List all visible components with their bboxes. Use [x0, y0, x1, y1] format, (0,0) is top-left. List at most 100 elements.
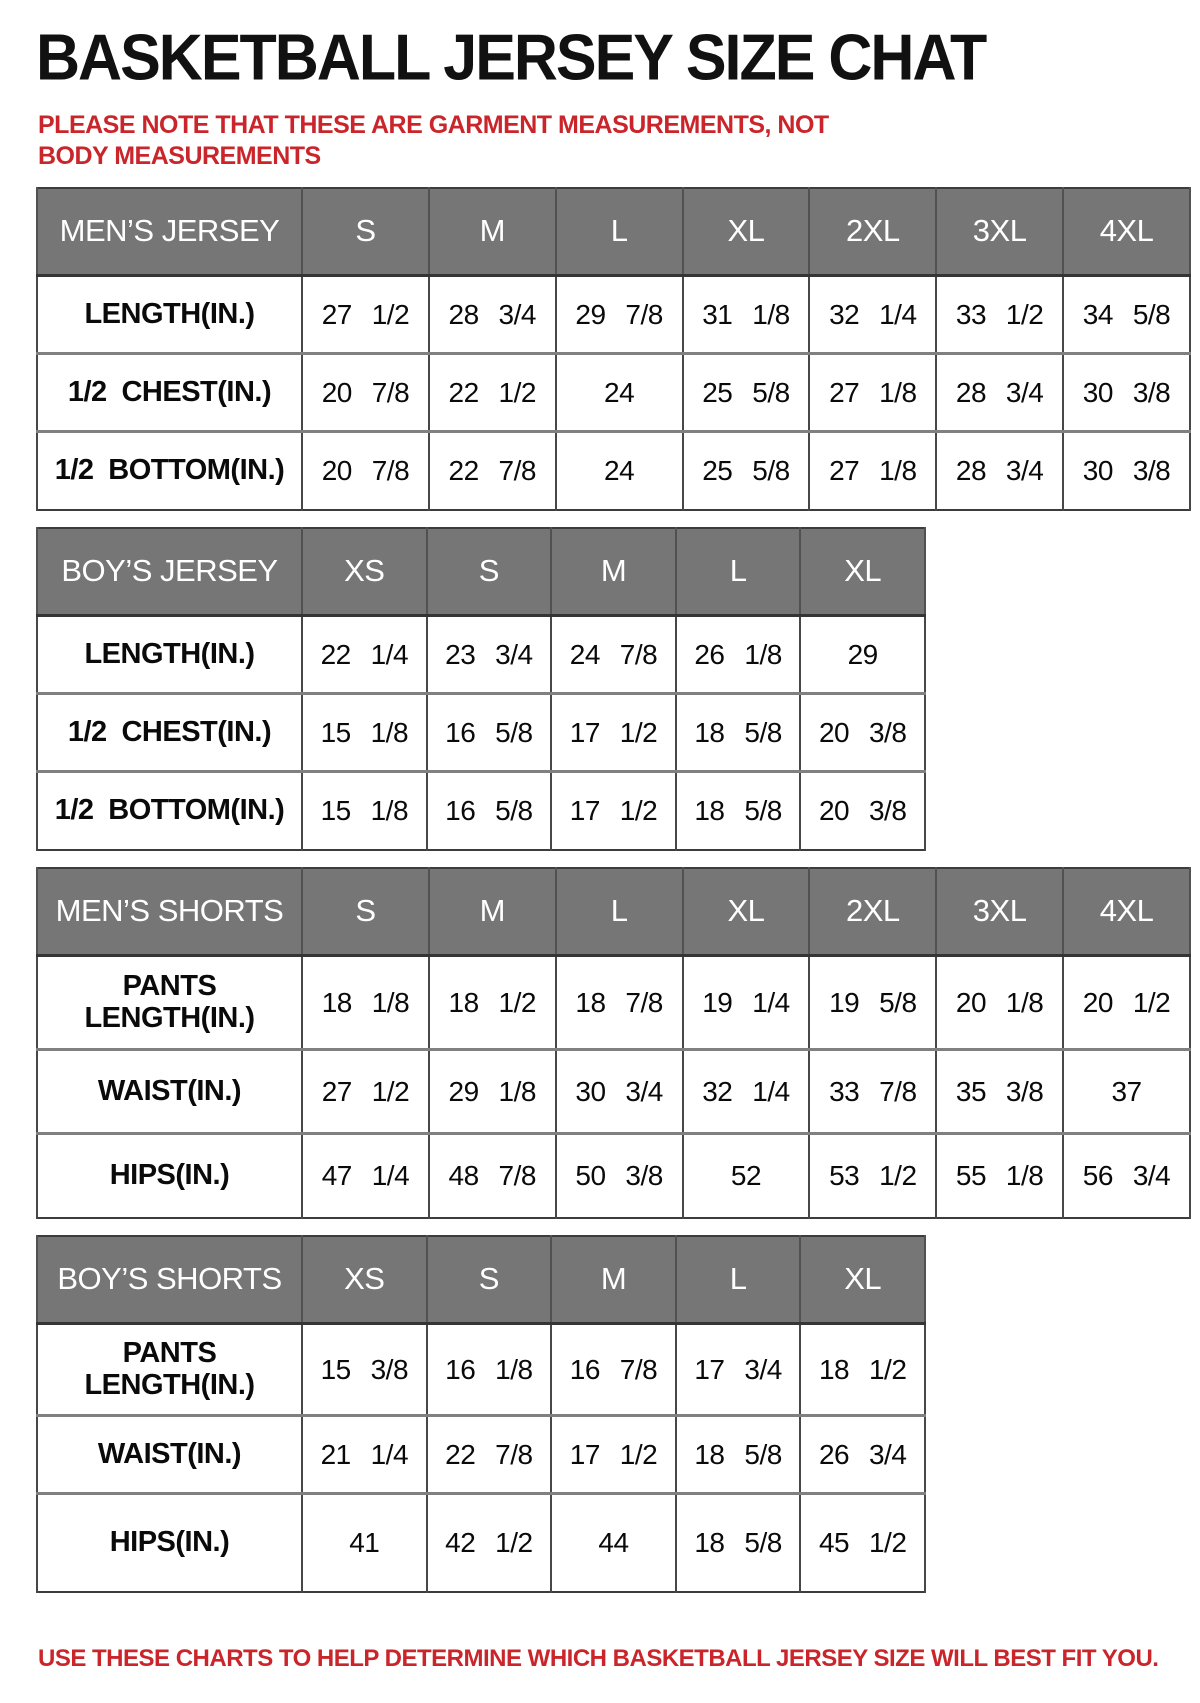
measurement-row: 1/2 BOTTOM(IN.) 20 7/8 22 7/8 24 25 5/8 27 1/… — [36, 430, 1191, 510]
measurement-cell: 26 3/4 — [799, 1414, 926, 1494]
measurement-cell: 28 3/4 — [935, 352, 1065, 432]
size-column-header: S — [425, 527, 553, 617]
row-label: LENGTH(IN.) — [36, 275, 303, 354]
table-title-cell: BOY’S JERSEY — [36, 527, 303, 617]
measurement-cell: 22 1/4 — [301, 615, 428, 694]
row-label: WAIST(IN.) — [36, 1414, 303, 1494]
boys-jersey-table: BOY’S JERSEY XS S M L XL LENGTH(IN.) 22 1/4 23 3… — [36, 526, 926, 851]
measurement-row: HIPS(IN.) 47 1/4 48 7/8 50 3/8 52 53 1/2 55 1/… — [36, 1132, 1191, 1218]
measurement-cell: 20 3/8 — [799, 692, 926, 772]
measurement-cell: 29 7/8 — [554, 275, 684, 354]
row-label: HIPS(IN.) — [36, 1492, 303, 1592]
measurement-cell: 23 3/4 — [425, 615, 553, 694]
measurement-cell: 32 1/4 — [808, 275, 938, 354]
measurement-cell: 18 7/8 — [554, 955, 684, 1050]
measurement-cell: 25 5/8 — [681, 430, 811, 510]
size-column-header: 4XL — [1062, 867, 1191, 957]
measurement-cell: 26 1/8 — [674, 615, 802, 694]
size-column-header: 3XL — [935, 867, 1065, 957]
size-column-header: XL — [799, 1235, 926, 1325]
size-column-header: 3XL — [935, 187, 1065, 277]
measurement-cell: 17 1/2 — [550, 692, 677, 772]
measurement-row: WAIST(IN.) 21 1/4 22 7/8 17 1/2 18 5/8 26 3/4 — [36, 1414, 926, 1494]
measurement-cell: 18 1/8 — [301, 955, 430, 1050]
row-label: HIPS(IN.) — [36, 1132, 303, 1218]
measurement-cell: 16 5/8 — [425, 692, 553, 772]
measurement-row: LENGTH(IN.) 27 1/2 28 3/4 29 7/8 31 1/8 32 1/… — [36, 275, 1191, 354]
row-label: PANTS LENGTH(IN.) — [36, 955, 303, 1050]
measurement-cell: 18 5/8 — [674, 770, 802, 850]
measurement-cell: 37 — [1062, 1048, 1191, 1134]
measurement-row: HIPS(IN.) 41 42 1/2 44 18 5/8 45 1/2 — [36, 1492, 926, 1592]
measurement-cell: 20 1/2 — [1062, 955, 1191, 1050]
table-title-cell: MEN’S SHORTS — [36, 867, 303, 957]
measurement-cell: 24 — [554, 430, 684, 510]
measurement-cell: 55 1/8 — [935, 1132, 1065, 1218]
row-label: 1/2 CHEST(IN.) — [36, 692, 303, 772]
measurement-cell: 29 1/8 — [427, 1048, 557, 1134]
table-title-cell: BOY’S SHORTS — [36, 1235, 303, 1325]
measurement-cell: 22 1/2 — [427, 352, 557, 432]
measurement-cell: 34 5/8 — [1062, 275, 1191, 354]
measurement-cell: 33 7/8 — [808, 1048, 938, 1134]
size-column-header: XL — [681, 187, 811, 277]
measurement-cell: 30 3/4 — [554, 1048, 684, 1134]
measurement-cell: 28 3/4 — [935, 430, 1065, 510]
measurement-cell: 18 1/2 — [799, 1323, 926, 1416]
garment-measurement-note: PLEASE NOTE THAT THESE ARE GARMENT MEASU… — [38, 111, 829, 171]
measurement-cell: 21 1/4 — [301, 1414, 428, 1494]
measurement-cell: 16 1/8 — [425, 1323, 553, 1416]
measurement-cell: 15 1/8 — [301, 770, 428, 850]
boys-shorts-table: BOY’S SHORTS XS S M L XL PANTS LENGTH(IN.) 15 3… — [36, 1234, 926, 1593]
size-column-header: L — [674, 527, 802, 617]
measurement-cell: 24 7/8 — [550, 615, 677, 694]
measurement-cell: 17 1/2 — [550, 1414, 677, 1494]
measurement-cell: 22 7/8 — [427, 430, 557, 510]
measurement-cell: 17 1/2 — [550, 770, 677, 850]
measurement-row: 1/2 CHEST(IN.) 20 7/8 22 1/2 24 25 5/8 27 1/8… — [36, 352, 1191, 432]
measurement-cell: 24 — [554, 352, 684, 432]
measurement-cell: 41 — [301, 1492, 428, 1592]
size-column-header: XL — [681, 867, 811, 957]
row-label: PANTS LENGTH(IN.) — [36, 1323, 303, 1416]
measurement-row: PANTS LENGTH(IN.) 18 1/8 18 1/2 18 7/8 19 1/… — [36, 955, 1191, 1050]
measurement-cell: 16 5/8 — [425, 770, 553, 850]
header-row: MEN’S JERSEY S M L XL 2XL 3XL 4XL — [36, 187, 1191, 277]
measurement-cell: 42 1/2 — [425, 1492, 553, 1592]
size-column-header: XL — [799, 527, 926, 617]
size-column-header: M — [550, 1235, 677, 1325]
page-title: BASKETBALL JERSEY SIZE CHAT — [36, 21, 987, 94]
size-column-header: XS — [301, 527, 428, 617]
measurement-cell: 30 3/8 — [1062, 430, 1191, 510]
fit-guidance-note: USE THESE CHARTS TO HELP DETERMINE WHICH… — [38, 1644, 1159, 1672]
measurement-cell: 25 5/8 — [681, 352, 811, 432]
table-title-cell: MEN’S JERSEY — [36, 187, 303, 277]
measurement-cell: 19 1/4 — [681, 955, 811, 1050]
size-column-header: 2XL — [808, 187, 938, 277]
measurement-cell: 22 7/8 — [425, 1414, 553, 1494]
measurement-row: 1/2 BOTTOM(IN.) 15 1/8 16 5/8 17 1/2 18 5/8 2… — [36, 770, 926, 850]
measurement-cell: 30 3/8 — [1062, 352, 1191, 432]
measurement-cell: 31 1/8 — [681, 275, 811, 354]
measurement-cell: 47 1/4 — [301, 1132, 430, 1218]
measurement-row: LENGTH(IN.) 22 1/4 23 3/4 24 7/8 26 1/8 29 — [36, 615, 926, 694]
measurement-cell: 53 1/2 — [808, 1132, 938, 1218]
size-column-header: L — [674, 1235, 802, 1325]
measurement-cell: 18 5/8 — [674, 1414, 802, 1494]
measurement-cell: 32 1/4 — [681, 1048, 811, 1134]
measurement-row: 1/2 CHEST(IN.) 15 1/8 16 5/8 17 1/2 18 5/8 20… — [36, 692, 926, 772]
measurement-cell: 27 1/8 — [808, 430, 938, 510]
measurement-cell: 20 1/8 — [935, 955, 1065, 1050]
measurement-cell: 18 5/8 — [674, 1492, 802, 1592]
measurement-cell: 18 1/2 — [427, 955, 557, 1050]
measurement-cell: 44 — [550, 1492, 677, 1592]
measurement-cell: 29 — [799, 615, 926, 694]
measurement-cell: 19 5/8 — [808, 955, 938, 1050]
size-column-header: M — [550, 527, 677, 617]
measurement-cell: 20 7/8 — [301, 352, 430, 432]
measurement-cell: 35 3/8 — [935, 1048, 1065, 1134]
size-column-header: M — [427, 187, 557, 277]
size-column-header: L — [554, 187, 684, 277]
size-column-header: S — [425, 1235, 553, 1325]
